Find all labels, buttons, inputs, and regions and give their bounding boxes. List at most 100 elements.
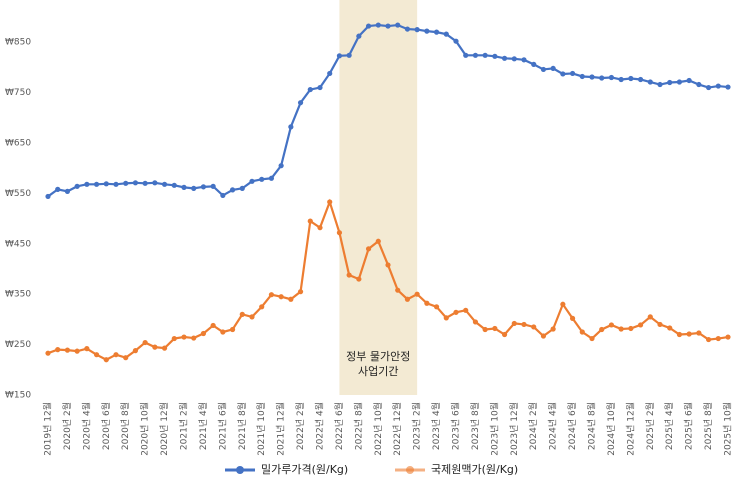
x-tick-label: 2020년 12월 xyxy=(158,402,170,456)
x-tick-label: 2025년 4월 xyxy=(663,402,675,450)
x-tick-label: 2023년 4월 xyxy=(430,402,442,450)
data-point xyxy=(375,22,381,28)
x-tick-label: 2020년 6월 xyxy=(100,402,112,450)
data-point xyxy=(521,57,527,63)
x-tick-label: 2024년 2월 xyxy=(527,402,539,450)
data-point xyxy=(463,307,469,313)
data-point xyxy=(443,315,449,321)
data-point xyxy=(424,300,430,306)
data-point xyxy=(55,347,61,353)
data-point xyxy=(220,192,226,199)
x-tick-label: 2021년 12월 xyxy=(275,402,287,456)
data-point xyxy=(667,79,673,86)
data-point xyxy=(676,331,683,338)
x-tick-label: 2025년 10월 xyxy=(722,402,734,456)
data-point xyxy=(346,52,352,58)
data-point xyxy=(317,225,323,231)
data-point xyxy=(531,61,537,67)
data-point xyxy=(161,345,168,351)
data-point xyxy=(84,181,90,187)
y-tick-label: ₩250 xyxy=(5,340,31,350)
x-tick-label: 2023년 2월 xyxy=(411,402,423,450)
data-point xyxy=(453,309,459,315)
data-point xyxy=(657,81,663,88)
x-tick-label: 2024년 8월 xyxy=(586,402,598,450)
data-point xyxy=(336,230,343,236)
x-tick-label: 2024년 12월 xyxy=(624,402,636,456)
data-point xyxy=(346,272,352,278)
x-tick-label: 2021년 4월 xyxy=(197,402,209,450)
data-point xyxy=(501,331,508,338)
data-point xyxy=(365,23,372,29)
data-point xyxy=(599,326,605,333)
data-point xyxy=(220,329,226,335)
data-point xyxy=(74,348,80,354)
data-point xyxy=(395,22,401,28)
data-point xyxy=(414,291,420,297)
x-tick-label: 2023년 12월 xyxy=(508,402,520,456)
y-tick-label: ₩450 xyxy=(5,239,31,249)
data-point xyxy=(647,79,653,85)
data-point xyxy=(725,334,731,340)
data-point xyxy=(278,294,284,300)
data-point xyxy=(404,26,411,32)
data-point xyxy=(696,330,702,336)
data-point xyxy=(705,336,712,343)
data-point xyxy=(385,23,391,29)
data-point xyxy=(132,348,139,354)
x-tick-label: 2020년 8월 xyxy=(119,402,131,450)
legend-label: 밀가루가격(원/Kg) xyxy=(261,463,348,476)
x-tick-label: 2022년 2월 xyxy=(294,402,306,450)
data-point xyxy=(268,292,275,298)
x-tick-label: 2022년 8월 xyxy=(352,402,364,450)
data-point xyxy=(297,100,304,106)
x-tick-label: 2025년 2월 xyxy=(644,402,656,450)
data-point xyxy=(113,352,119,358)
data-point xyxy=(569,315,576,321)
data-point xyxy=(45,350,51,356)
data-point xyxy=(181,334,187,340)
data-point xyxy=(492,53,498,59)
x-tick-label: 2024년 10월 xyxy=(605,402,617,456)
data-point xyxy=(375,238,381,244)
data-point xyxy=(628,325,634,332)
shaded-period xyxy=(339,0,418,395)
data-point xyxy=(123,180,129,186)
data-point xyxy=(443,31,449,37)
legend-marker xyxy=(236,466,244,474)
data-point xyxy=(463,52,469,58)
data-point xyxy=(288,296,294,302)
data-point xyxy=(103,357,109,363)
data-point xyxy=(560,301,566,307)
x-tick-label: 2020년 2월 xyxy=(61,402,73,450)
data-point xyxy=(103,181,109,187)
data-point xyxy=(278,163,284,169)
y-tick-label: ₩150 xyxy=(5,391,31,401)
data-point xyxy=(307,86,313,93)
x-tick-label: 2020년 10월 xyxy=(139,402,151,456)
data-point xyxy=(356,33,362,39)
data-point xyxy=(482,52,488,58)
data-point xyxy=(327,199,333,205)
data-point xyxy=(249,178,255,184)
data-point xyxy=(336,53,343,59)
data-point xyxy=(589,335,595,342)
x-tick-label: 2023년 6월 xyxy=(450,402,462,450)
y-tick-label: ₩550 xyxy=(5,189,31,199)
data-point xyxy=(356,276,362,282)
data-point xyxy=(589,74,595,80)
data-point xyxy=(715,83,721,89)
x-tick-label: 2022년 10월 xyxy=(372,402,384,456)
data-point xyxy=(307,218,313,224)
data-point xyxy=(404,296,411,302)
data-point xyxy=(550,65,556,72)
data-point xyxy=(618,326,624,332)
data-point xyxy=(599,75,605,81)
x-tick-label: 2024년 6월 xyxy=(566,402,578,450)
x-tick-label: 2022년 12월 xyxy=(391,402,403,456)
data-point xyxy=(152,180,158,186)
x-tick-label: 2025년 8월 xyxy=(702,402,714,450)
data-point xyxy=(288,124,294,130)
data-point xyxy=(579,329,585,335)
